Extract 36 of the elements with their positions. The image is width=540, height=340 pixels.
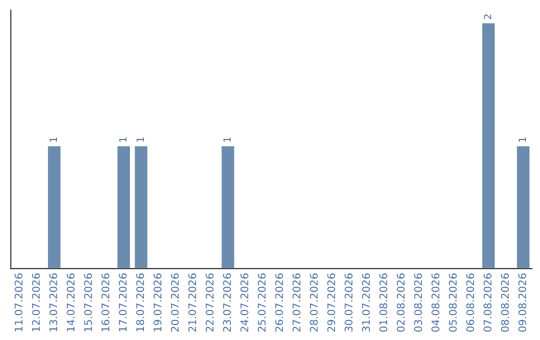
data-label: 1 [50, 137, 57, 142]
x-tick-label: 09.08.2026 [518, 273, 526, 332]
x-tick-label: 25.07.2026 [258, 273, 266, 332]
x-tick-label: 16.07.2026 [101, 273, 110, 332]
data-label: 2 [484, 14, 492, 20]
x-tick-label: 30.07.2026 [344, 273, 353, 332]
x-tick-label: 21.07.2026 [188, 273, 196, 332]
data-label: 1 [136, 137, 144, 142]
x-tick-label: 15.07.2026 [84, 273, 92, 332]
x-tick-label: 19.07.2026 [154, 273, 162, 332]
x-tick-label: 03.08.2026 [414, 273, 422, 332]
x-tick-label: 07.08.2026 [484, 273, 492, 332]
x-tick-label: 01.08.2026 [379, 273, 388, 332]
data-label: 1 [518, 137, 526, 142]
x-tick-label: 24.07.2026 [240, 273, 248, 332]
x-tick-label: 26.07.2026 [275, 273, 284, 332]
x-tick-label: 31.07.2026 [362, 273, 370, 332]
x-tick-label: 06.08.2026 [466, 273, 474, 332]
x-tick-label: 11.07.2026 [14, 273, 23, 332]
x-tick-label: 18.07.2026 [136, 273, 144, 332]
x-tick-label: 20.07.2026 [170, 273, 179, 332]
x-tick-label: 02.08.2026 [396, 273, 405, 332]
x-tick-label: 29.07.2026 [327, 273, 336, 332]
x-tick-label: 13.07.2026 [49, 273, 58, 332]
x-tick-label: 12.07.2026 [32, 273, 40, 332]
x-tick-label: 04.08.2026 [432, 273, 440, 332]
x-tick-label: 14.07.2026 [66, 273, 75, 332]
x-tick-label: 08.08.2026 [500, 273, 509, 332]
x-tick-label: 23.07.2026 [223, 273, 231, 332]
x-tick-label: 27.07.2026 [292, 273, 300, 332]
x-tick-label: 05.08.2026 [448, 273, 457, 332]
x-tick-label: 22.07.2026 [206, 273, 214, 332]
x-tick-label: 17.07.2026 [118, 273, 127, 332]
data-label: 1 [224, 137, 231, 142]
x-tick-label: 28.07.2026 [310, 273, 318, 332]
data-label: 1 [119, 137, 126, 142]
